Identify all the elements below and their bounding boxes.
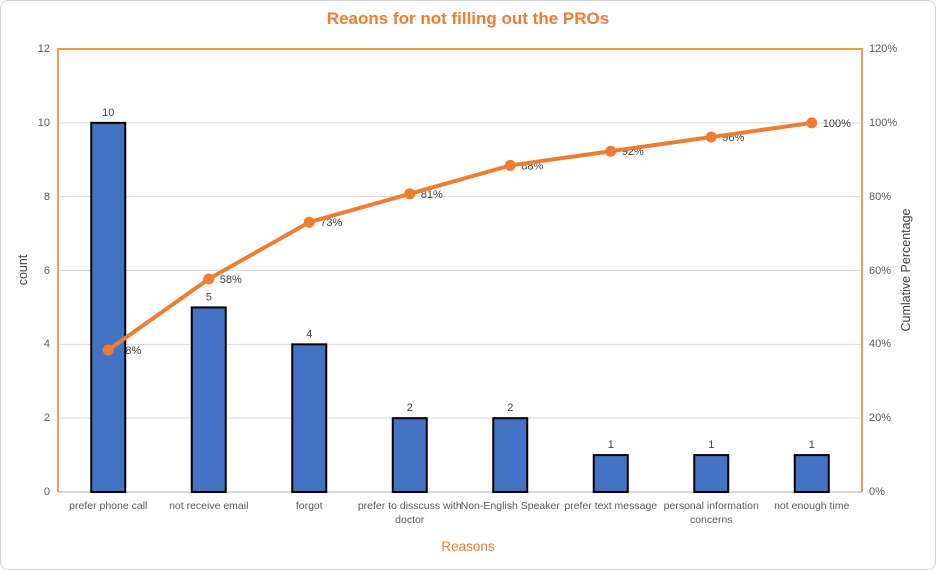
category-label: prefer phone call [69, 500, 148, 512]
category-label: not receive email [169, 500, 249, 512]
category-label: Non-English Speaker [460, 500, 560, 512]
line-marker [605, 145, 617, 157]
bar [391, 417, 428, 493]
chart-title: Reaons for not filling out the PROs [326, 9, 610, 28]
bar-data-label: 5 [206, 291, 212, 303]
category-label: prefer to disscuss with doctor [357, 500, 462, 526]
right-axis-tick: 120% [869, 43, 898, 55]
bar [291, 343, 328, 494]
line-data-label: 100% [823, 118, 851, 130]
line-data-label: 58% [220, 274, 242, 286]
left-axis-tick: 8 [43, 190, 50, 203]
left-axis-tick: 0 [43, 486, 50, 498]
line-data-label: 81% [421, 189, 443, 201]
line-marker [303, 216, 315, 228]
left-axis-tick: 10 [37, 116, 50, 129]
bar [90, 121, 127, 493]
bar-data-label: 1 [809, 439, 815, 451]
bar [693, 454, 730, 494]
left-axis-tick: 12 [37, 43, 50, 55]
right-axis-tick: 0% [869, 486, 885, 498]
bar [592, 454, 629, 494]
bar-data-label: 2 [407, 402, 413, 414]
line-marker [102, 344, 114, 356]
left-axis-tick: 2 [43, 412, 50, 425]
category-label: not enough time [774, 500, 850, 512]
line-marker [806, 117, 818, 129]
category-label: personal information concerns [663, 500, 759, 526]
bar [190, 306, 227, 493]
line-marker [705, 131, 717, 143]
bar [492, 417, 529, 493]
right-axis-tick: 20% [869, 412, 892, 425]
right-axis-tick: 60% [869, 264, 892, 277]
left-axis-tick: 6 [43, 264, 50, 277]
bar-data-label: 2 [507, 402, 513, 414]
right-axis-tick: 80% [869, 190, 892, 203]
line-marker [404, 188, 416, 200]
x-axis-title: Reasons [441, 539, 495, 554]
bar-data-label: 4 [306, 328, 312, 340]
line-marker [203, 273, 215, 285]
line-data-label: 73% [320, 217, 342, 229]
right-axis-tick: 40% [869, 338, 892, 351]
bar-data-label: 10 [102, 107, 114, 119]
category-label: forgot [295, 500, 323, 512]
right-axis-tick: 100% [869, 116, 898, 129]
cumulative-line [106, 120, 814, 353]
left-axis-title: count [16, 254, 30, 285]
line-marker [504, 159, 516, 171]
right-axis-title: Cumlative Percentage [899, 208, 913, 331]
left-axis-tick: 4 [43, 338, 50, 351]
bar [793, 454, 830, 494]
bar-data-label: 1 [608, 439, 614, 451]
bar-data-label: 1 [708, 439, 714, 451]
category-label: prefer text message [564, 500, 658, 512]
